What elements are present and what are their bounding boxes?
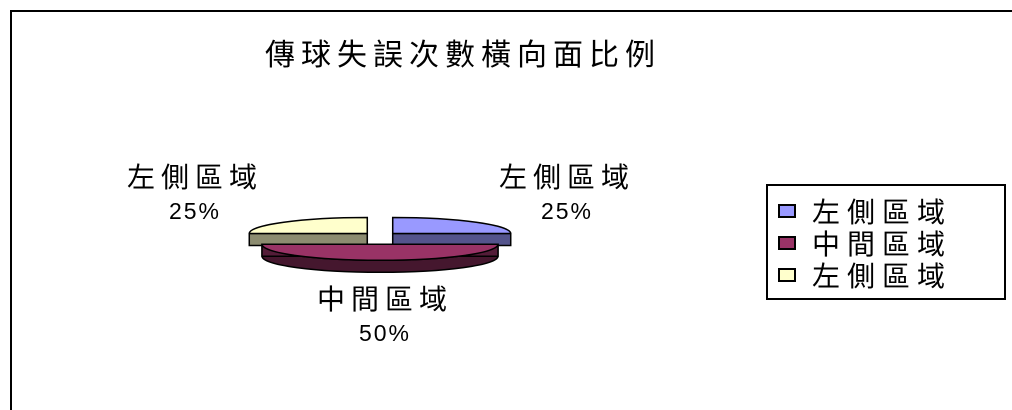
legend-swatch xyxy=(778,236,796,250)
pie-slice-2 xyxy=(248,216,369,247)
legend-label: 左側區域 xyxy=(812,196,953,229)
pie-slice-top xyxy=(261,243,499,262)
data-label-right-region: 左側區域 25% xyxy=(472,160,662,226)
legend-item: 中間區域 xyxy=(778,226,953,261)
data-label-percent: 25% xyxy=(168,198,222,224)
pie-slice-top xyxy=(248,216,369,235)
data-label-name: 左側區域 xyxy=(498,161,635,194)
data-label-left-region: 左側區域 25% xyxy=(100,160,290,226)
pie-slice-0 xyxy=(391,216,512,247)
legend-swatch xyxy=(778,268,796,282)
data-label-percent: 25% xyxy=(540,198,594,224)
chart-title: 傳球失誤次數橫向面比例 xyxy=(265,38,661,73)
pie-slice-top xyxy=(391,216,512,235)
data-label-name: 左側區域 xyxy=(126,161,263,194)
legend-item: 左側區域 xyxy=(778,258,953,293)
data-label-middle-region: 中間區域 50% xyxy=(290,282,480,348)
data-label-percent: 50% xyxy=(358,320,412,346)
data-label-name: 中間區域 xyxy=(316,283,453,316)
legend-label: 中間區域 xyxy=(812,228,953,261)
pie-slice-1 xyxy=(261,243,499,274)
chart-legend: 左側區域 中間區域 左側區域 xyxy=(766,184,1006,300)
legend-item: 左側區域 xyxy=(778,194,953,229)
legend-swatch xyxy=(778,204,796,218)
chart-frame xyxy=(10,10,1012,410)
legend-label: 左側區域 xyxy=(812,260,953,293)
